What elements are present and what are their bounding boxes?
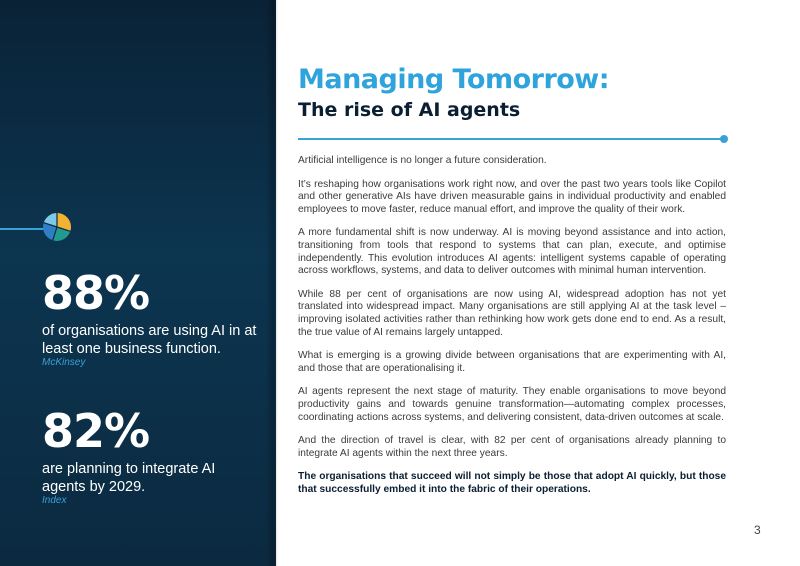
article-body: Artificial intelligence is no longer a f…	[298, 155, 726, 507]
stat-source-2: Index	[42, 495, 67, 506]
stat-description-1: of organisations are using AI in at leas…	[42, 323, 257, 357]
sidebar-accent-line	[0, 228, 46, 230]
stat-number-2: 82%	[42, 404, 150, 458]
divider-dot	[720, 135, 728, 143]
sidebar-panel	[0, 0, 276, 566]
paragraph: And the direction of travel is clear, wi…	[298, 435, 726, 459]
paragraph: A more fundamental shift is now underway…	[298, 227, 726, 277]
paragraph: Artificial intelligence is no longer a f…	[298, 155, 547, 166]
pie-chart-icon	[42, 212, 72, 242]
paragraph: It’s reshaping how organisations work ri…	[298, 178, 726, 215]
title-divider	[298, 138, 724, 140]
stat-source-1: McKinsey	[42, 357, 86, 368]
page-subtitle: The rise of AI agents	[298, 99, 521, 121]
stat-description-2: are planning to integrate AI agents by 2…	[42, 461, 216, 495]
stat-number-1: 88%	[42, 266, 150, 320]
paragraph: AI agents represent the next stage of ma…	[298, 386, 726, 423]
page-title: Managing Tomorrow:	[298, 64, 610, 95]
paragraph: While 88 per cent of organisations are n…	[298, 288, 726, 338]
page-number: 3	[754, 523, 761, 537]
sidebar-edge-shadow	[266, 0, 278, 566]
closing-statement: The organisations that succeed will not …	[298, 471, 726, 495]
paragraph: What is emerging is a growing divide bet…	[298, 350, 726, 374]
